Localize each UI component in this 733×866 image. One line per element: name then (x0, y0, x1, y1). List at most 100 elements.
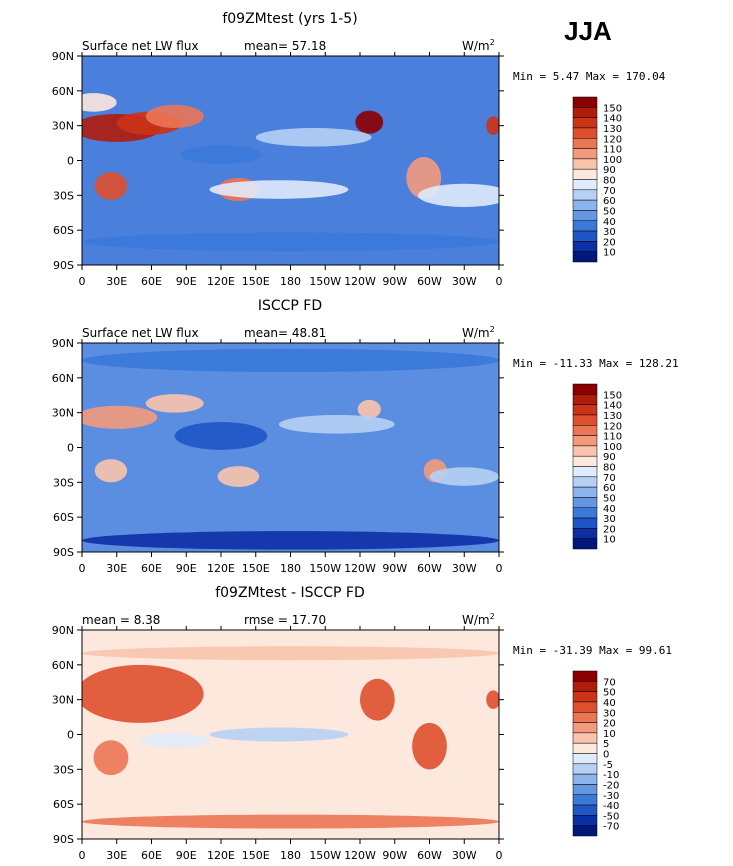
colorbar-label: 90 (603, 452, 616, 463)
colorbar-swatch (572, 455, 598, 467)
y-tick-label: 30S (53, 476, 74, 489)
x-tick-label: 90E (176, 275, 197, 288)
colorbar-label: 110 (603, 145, 622, 156)
map-field (82, 56, 499, 265)
colorbar-label: 10 (603, 729, 616, 740)
units-exponent: 2 (490, 612, 495, 621)
field-region (180, 145, 262, 164)
colorbar-swatch (572, 804, 598, 816)
units-label: W/m2 (462, 38, 495, 53)
colorbar-label: 70 (603, 473, 616, 484)
colorbar-swatch (572, 712, 598, 723)
x-tick-label: 180 (280, 849, 301, 862)
y-tick-label: 30S (53, 763, 74, 776)
y-tick-label: 30N (52, 120, 74, 133)
colorbar-label: 50 (603, 688, 616, 699)
colorbar-label: 70 (603, 677, 616, 688)
x-tick-label: 0 (496, 562, 503, 575)
colorbar-swatch (572, 210, 598, 221)
y-tick-label: 90S (53, 259, 74, 272)
colorbar-swatch (572, 189, 598, 201)
field-region (94, 459, 128, 483)
colorbar-label: 5 (603, 739, 609, 750)
colorbar-swatch (572, 251, 598, 263)
x-tick-label: 0 (496, 849, 503, 862)
colorbar-swatch (572, 517, 598, 529)
colorbar-swatch (572, 763, 598, 775)
colorbar-label: 20 (603, 524, 616, 535)
colorbar-swatch (572, 179, 598, 191)
colorbar-swatch (572, 476, 598, 488)
panel-observation: ISCCP FD Surface net LW flux mean= 48.81… (52, 298, 679, 575)
x-tick-label: 30W (452, 275, 477, 288)
colorbar-swatch (572, 230, 598, 242)
colorbar-swatch (572, 158, 598, 170)
colorbar-label: 0 (603, 750, 609, 761)
colorbar-label: 80 (603, 176, 616, 187)
colorbar-swatch (572, 148, 598, 160)
x-tick-label: 0 (79, 562, 86, 575)
colorbar-label: -40 (603, 801, 619, 812)
colorbar-label: 50 (603, 493, 616, 504)
x-tick-label: 150E (242, 275, 270, 288)
colorbar-swatch (572, 794, 598, 806)
field-region (278, 414, 395, 434)
colorbar-label: 130 (603, 411, 622, 422)
panel-title: f09ZMtest (yrs 1-5) (222, 11, 357, 27)
colorbar-label: 140 (603, 114, 622, 125)
map-gridticks: 0 30E 60E 90E 120E 150E 180 150W 120W 90W 60W 30W 09… (52, 50, 504, 288)
rmse-label: rmse = 17.70 (244, 613, 326, 627)
colorbar-swatch (572, 538, 598, 550)
y-tick-label: 90N (52, 337, 74, 350)
season-label: JJA (564, 16, 612, 46)
colorbar-label: -5 (603, 760, 613, 771)
x-tick-label: 90W (382, 275, 407, 288)
colorbar-label: 40 (603, 217, 616, 228)
colorbar-label: 30 (603, 227, 616, 238)
colorbar-label: 20 (603, 719, 616, 730)
colorbar-label: 50 (603, 206, 616, 217)
colorbar-swatch (572, 753, 598, 765)
colorbar-swatch (572, 435, 598, 447)
field-region (357, 399, 381, 419)
colorbar-label: 30 (603, 708, 616, 719)
y-tick-label: 90S (53, 833, 74, 846)
colorbar-swatch (572, 497, 598, 508)
field-region (82, 531, 499, 550)
colorbar-swatch (572, 722, 598, 734)
y-tick-label: 60S (53, 798, 74, 811)
colorbar-label: 80 (603, 463, 616, 474)
colorbar-swatch (572, 199, 598, 211)
colorbar-swatch (572, 220, 598, 232)
x-tick-label: 60E (141, 562, 162, 575)
colorbar-swatch (572, 404, 598, 416)
colorbar-label: 30 (603, 514, 616, 525)
variable-label: Surface net LW flux (82, 326, 199, 340)
colorbar-swatch (572, 825, 598, 837)
colorbar-label: -50 (603, 811, 619, 822)
colorbar-swatch (572, 466, 598, 478)
x-tick-label: 120E (207, 562, 235, 575)
colorbar-label: -10 (603, 770, 619, 781)
minmax-label: Min = -31.39 Max = 99.61 (513, 644, 672, 657)
y-tick-label: 60N (52, 372, 74, 385)
units-text: W/m (462, 39, 490, 53)
colorbar-swatch (572, 701, 598, 713)
field-region (82, 405, 158, 429)
x-tick-label: 150W (309, 849, 341, 862)
x-tick-label: 120W (344, 849, 376, 862)
colorbar-swatch (572, 425, 598, 436)
field-region (486, 690, 499, 709)
x-tick-label: 0 (79, 849, 86, 862)
colorbar-swatch (572, 507, 598, 519)
colorbar-swatch (572, 742, 598, 754)
field-region (255, 127, 372, 147)
colorbar-label: -30 (603, 791, 619, 802)
x-tick-label: 60W (417, 849, 442, 862)
colorbar-swatch (572, 784, 598, 795)
field-region (139, 733, 210, 748)
x-tick-label: 60E (141, 275, 162, 288)
colorbar-label: 40 (603, 698, 616, 709)
x-tick-label: 120W (344, 562, 376, 575)
